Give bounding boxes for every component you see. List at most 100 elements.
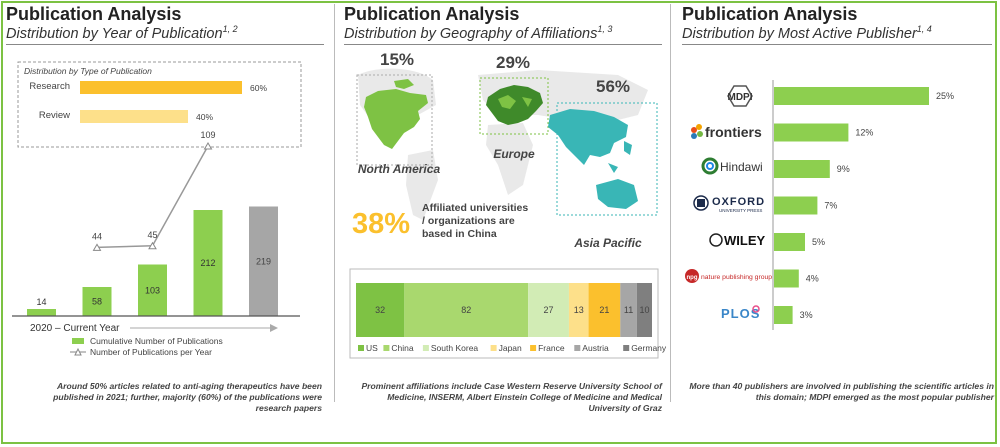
australia-shape [596, 179, 638, 209]
hindawi-logo: Hindawi [701, 157, 763, 175]
asia-pacific-pct: 56% [596, 77, 630, 96]
cumulative-bar-label: 219 [256, 256, 271, 266]
asia-shape [548, 109, 628, 165]
svg-text:Hindawi: Hindawi [720, 160, 763, 174]
svg-text:UNIVERSITY PRESS: UNIVERSITY PRESS [719, 208, 762, 213]
china-highlight-pct: 38% [352, 208, 410, 240]
per-year-label: 109 [200, 130, 215, 140]
type-box [17, 61, 302, 148]
svg-text:PLOS: PLOS [721, 306, 760, 321]
type-box-title: Distribution by Type of Publication [24, 66, 152, 76]
country-legend: US China South Korea Japan France Austria Germ… [358, 343, 667, 353]
year-bars: 14 58 103 212 219 [27, 206, 278, 316]
country-segment [528, 283, 569, 337]
publisher-bar [774, 269, 799, 288]
year-charts: Distribution by Type of Publication Rese… [12, 61, 302, 357]
country-value-label: 11 [624, 305, 633, 315]
publisher-value-label: 12% [855, 128, 873, 138]
north-america-pct: 15% [380, 50, 414, 69]
asia-pacific-box [556, 102, 658, 216]
type-value-label: 60% [250, 83, 267, 93]
per-year-marker [148, 241, 157, 250]
country-legend-swatch [358, 345, 364, 351]
panel-separator [670, 4, 671, 402]
china-highlight-line3: based in China [422, 228, 497, 240]
cumulative-bar [138, 264, 167, 316]
panel-title: Publication Analysis [682, 4, 858, 24]
country-legend-swatch [574, 345, 581, 351]
panel-subtitle: Distribution by Most Active Publisher1, … [682, 24, 932, 42]
country-box [349, 268, 659, 359]
npg-logo: npg nature publishing group [685, 269, 772, 283]
panel-subtitle: Distribution by Geography of Affiliation… [344, 24, 613, 42]
panel-geography: Publication Analysis Distribution by Geo… [338, 0, 668, 447]
country-legend-label: Germany [631, 343, 667, 353]
panel-footer: More than 40 publishers are involved in … [689, 381, 994, 402]
title-rule [344, 44, 662, 45]
country-bars: 32 82 27 13 21 11 10 [356, 283, 652, 337]
country-legend-label: Japan [499, 343, 522, 353]
europe-detail [498, 95, 532, 109]
country-legend-swatch [383, 345, 390, 351]
publisher-bar [774, 233, 805, 251]
x-axis-label: 2020 – Current Year [30, 323, 120, 334]
north-america-shape [364, 89, 428, 149]
europe-label: Europe [493, 147, 535, 161]
svg-text:npg: npg [687, 275, 698, 281]
title-rule [6, 44, 324, 45]
country-value-label: 21 [599, 305, 609, 315]
cumulative-bar-label: 212 [200, 258, 215, 268]
country-legend-swatch [490, 345, 497, 351]
greenland-shape [394, 79, 414, 89]
europe-pct: 29% [496, 53, 530, 72]
cumulative-bar [82, 287, 112, 316]
cumulative-bar-label: 14 [36, 297, 46, 307]
panel-publisher: Publication Analysis Distribution by Mos… [676, 0, 998, 447]
panel-title: Publication Analysis [344, 4, 520, 24]
x-axis-arrowhead [270, 324, 278, 332]
cumulative-bar [27, 309, 56, 316]
country-legend-label: South Korea [431, 343, 479, 353]
publisher-value-label: 7% [824, 201, 837, 211]
country-value-label: 10 [639, 305, 649, 315]
asia-islands [608, 141, 632, 173]
country-legend-label: US [366, 343, 378, 353]
panel-footer: Around 50% articles related to anti-agin… [53, 381, 322, 413]
geography-charts: 15% North America 29% Europe 56% Asia Pa… [349, 50, 667, 359]
country-segment [568, 283, 589, 337]
publisher-chart: 25%12%9%7%5%4%3% MDPI frontiers Hindawi … [685, 80, 954, 330]
china-highlight-line1: Affiliated universities [422, 202, 528, 214]
cumulative-bar [249, 206, 278, 316]
publisher-value-label: 25% [936, 91, 954, 101]
svg-text:frontiers: frontiers [705, 124, 762, 140]
country-value-label: 32 [375, 305, 385, 315]
country-legend-label: Austria [582, 343, 609, 353]
north-america-box [356, 74, 433, 166]
svg-text:OXFORD: OXFORD [712, 196, 765, 208]
frontiers-logo: frontiers [691, 124, 762, 140]
legend-label-cumulative: Cumulative Number of Publications [90, 336, 223, 346]
country-segment [620, 283, 637, 337]
country-segment [588, 283, 621, 337]
country-legend-swatch [623, 345, 630, 351]
wiley-logo: WILEY [709, 233, 765, 248]
publisher-bar [774, 306, 793, 324]
year-axis: 2020 – Current Year [12, 315, 300, 334]
oxford-logo: OXFORD UNIVERSITY PRESS [693, 195, 765, 213]
cumulative-bar-label: 103 [145, 285, 160, 295]
mdpi-logo: MDPI [727, 85, 753, 107]
legend-marker-line [74, 347, 82, 356]
country-segment [356, 283, 405, 337]
type-value-label: 40% [196, 112, 213, 122]
publisher-bar [774, 123, 849, 142]
publisher-value-label: 5% [812, 237, 825, 247]
year-legend: Cumulative Number of PublicationsNumber … [70, 336, 223, 357]
panel-separator [334, 4, 335, 402]
per-year-label: 44 [92, 231, 102, 241]
country-value-label: 82 [461, 305, 471, 315]
panel-year: Publication Analysis Distribution by Yea… [0, 0, 333, 447]
per-year-label: 45 [147, 230, 157, 240]
publisher-bar [774, 87, 929, 105]
svg-text:WILEY: WILEY [724, 233, 765, 248]
